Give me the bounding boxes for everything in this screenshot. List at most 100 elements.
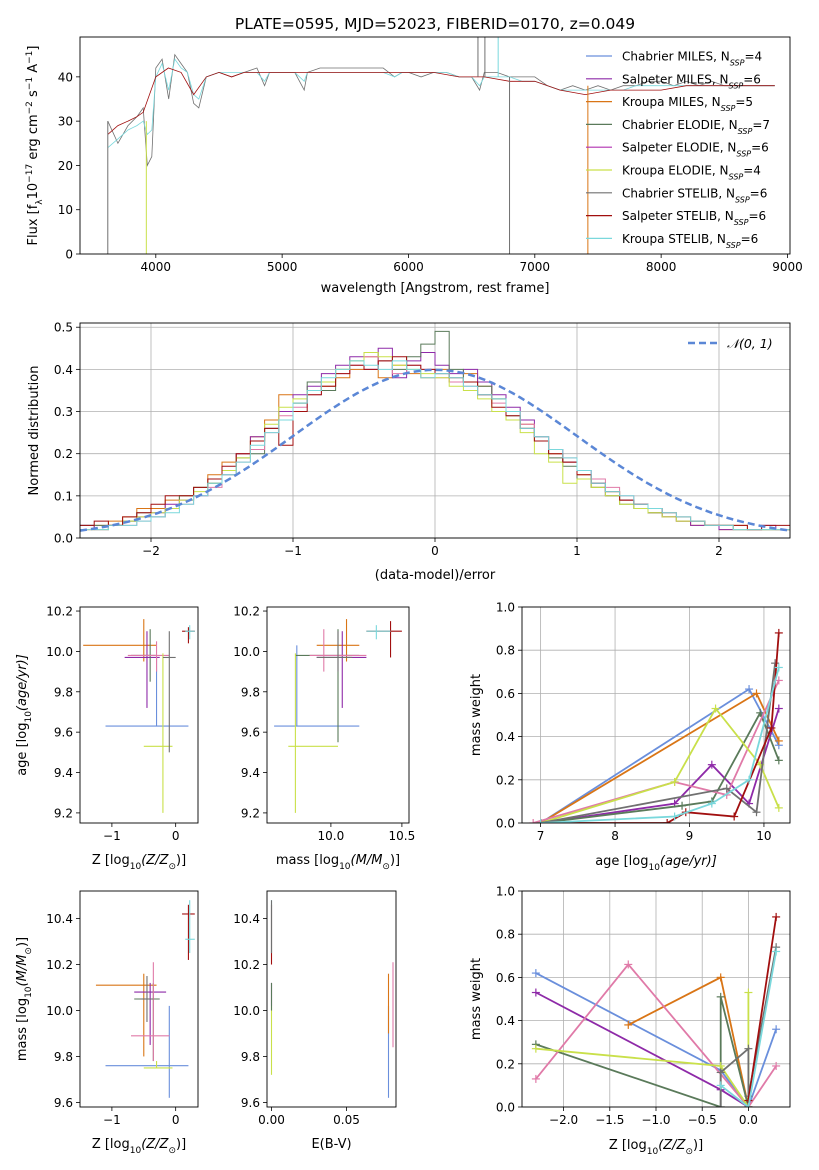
legend-label: 𝒩(0, 1) [727,336,773,351]
x-axis-label: mass [log10(M/M⊙)] [276,853,400,872]
y-tick-label: 0.0 [54,532,73,546]
y-tick-label: 10.2 [46,605,73,619]
x-tick-label: 8000 [646,260,677,274]
weight-line-4 [535,962,777,1107]
x-tick-label: 9 [686,829,694,843]
y-axis-label-part: λ [35,199,45,205]
y-tick-label: 9.6 [54,1096,73,1110]
chart-panels: 4000 5000 6000 7000 8000 9000010203040wavelen… [15,36,803,1157]
y-axis-label: age [log10(age/yr)] [15,654,34,776]
axes-frame [266,890,397,1108]
errorbar-point-0 [274,645,360,727]
legend-label: Kroupa ELODIE, NSSP=4 [622,164,761,182]
legend-label-count: =6 [743,72,761,86]
x-axis-label-part: (age/yr)] [660,854,717,869]
weight-marker [772,1061,781,1070]
weight-marker [752,689,761,698]
y-axis-label-part: 10 [24,986,34,998]
x-tick-label: 1 [573,544,581,558]
x-axis-label-part: )] [390,853,400,868]
y-axis-label-part: erg cm [26,114,41,163]
plot-area-weight-vs-age [529,628,783,823]
y-tick-label: 10.0 [233,645,260,659]
weight-marker [744,1103,753,1107]
errorbar-point-7 [366,621,402,658]
legend-label-sub: SSP [730,58,745,67]
legend-label-sub: SSP [738,126,753,135]
errorbar-point-5 [143,1061,173,1069]
plot-area-mass-vs-z [95,900,195,1098]
x-axis-label-part: ⊙ [382,862,390,872]
x-tick-label: 7 [537,829,545,843]
x-axis-label-part: (M/M [351,853,383,868]
weight-marker [774,663,783,672]
x-axis-label-part: 10 [339,862,351,872]
weight-marker [716,1081,725,1090]
y-axis-label-part: (age/yr)] [15,654,30,711]
x-axis-label: wavelength [Angstrom, rest frame] [321,281,550,296]
weight-marker [678,801,687,810]
weight-marker [771,659,780,668]
x-tick-label: 8 [611,829,619,843]
y-tick-label: 10.2 [233,605,260,619]
y-tick-label: 20 [58,159,73,173]
weight-line-2 [540,708,780,823]
x-tick-label: 0 [172,1113,180,1127]
errorbar-point-3 [295,629,360,743]
y-axis-label-part: mass weight [469,958,484,1040]
y-tick-label: 0.2 [54,447,73,461]
x-axis-label-part: (Z/Z [658,1138,686,1153]
x-tick-label: 5000 [267,260,298,274]
legend-label: Salpeter ELODIE, NSSP=6 [622,141,769,159]
errorbar-point-2 [134,982,167,1045]
legend-label-name: Chabrier STELIB, N [622,186,735,200]
weight-marker [531,1074,540,1083]
plot-area-spectrum [107,37,775,254]
legend-label-sub: SSP [729,172,744,181]
weight-marker [772,947,781,956]
legend-label: Salpeter MILES, NSSP=6 [622,72,761,90]
weight-marker [670,812,679,821]
y-tick-label: 9.8 [54,685,73,699]
y-tick-label: 0.4 [496,1014,515,1028]
x-tick-label: 0.0 [739,1113,758,1127]
x-axis-label-part: )] [693,1138,703,1153]
x-axis-label-part: )] [176,853,186,868]
x-tick-label: 0.00 [258,1113,285,1127]
x-tick-label: 0 [172,829,180,843]
axes-frame [521,890,791,1108]
legend-label-count: =4 [743,164,761,178]
x-axis-label-part: Z [log [92,1137,130,1152]
y-axis-label-part: mass weight [469,674,484,756]
errorbar-point-4 [131,962,170,1062]
x-axis-label: age [log10(age/yr)] [595,854,717,873]
panel-residuals: −2 −1 0 1 2 0.0 0.1 0.2 0.3 0.4 0.5 (data-model)/er… [27,321,791,583]
y-tick-label: 0.4 [54,363,73,377]
weight-marker [624,1020,633,1029]
plot-area-residuals [80,330,790,532]
weight-marker [774,736,783,745]
weight-marker [752,808,761,817]
x-tick-label: −1 [284,544,302,558]
x-axis-label-part: (data-model)/error [375,568,496,583]
x-axis-label-part: Z [log [92,853,130,868]
weight-marker [716,992,725,1001]
x-axis-label-part: E(B-V) [311,1137,351,1152]
errorbar-point-7 [182,627,195,644]
legend-label-name: Kroupa STELIB, N [622,232,726,246]
y-axis-label-part: (M/M [15,955,30,987]
weight-marker [531,969,540,978]
y-tick-label: 9.4 [54,766,73,780]
x-tick-label: −1 [103,829,121,843]
y-tick-label: 30 [58,115,73,129]
figure-title: PLATE=0595, MJD=52023, FIBERID=0170, z=0… [235,15,635,33]
errorbar-point-1 [83,619,157,662]
y-tick-label: 9.2 [54,806,73,820]
weight-marker [707,799,716,808]
legend-label-count: =6 [741,232,759,246]
x-axis-label: (data-model)/error [375,568,496,583]
weight-marker [707,760,716,769]
weight-marker [531,988,540,997]
x-tick-label: 4000 [141,260,172,274]
